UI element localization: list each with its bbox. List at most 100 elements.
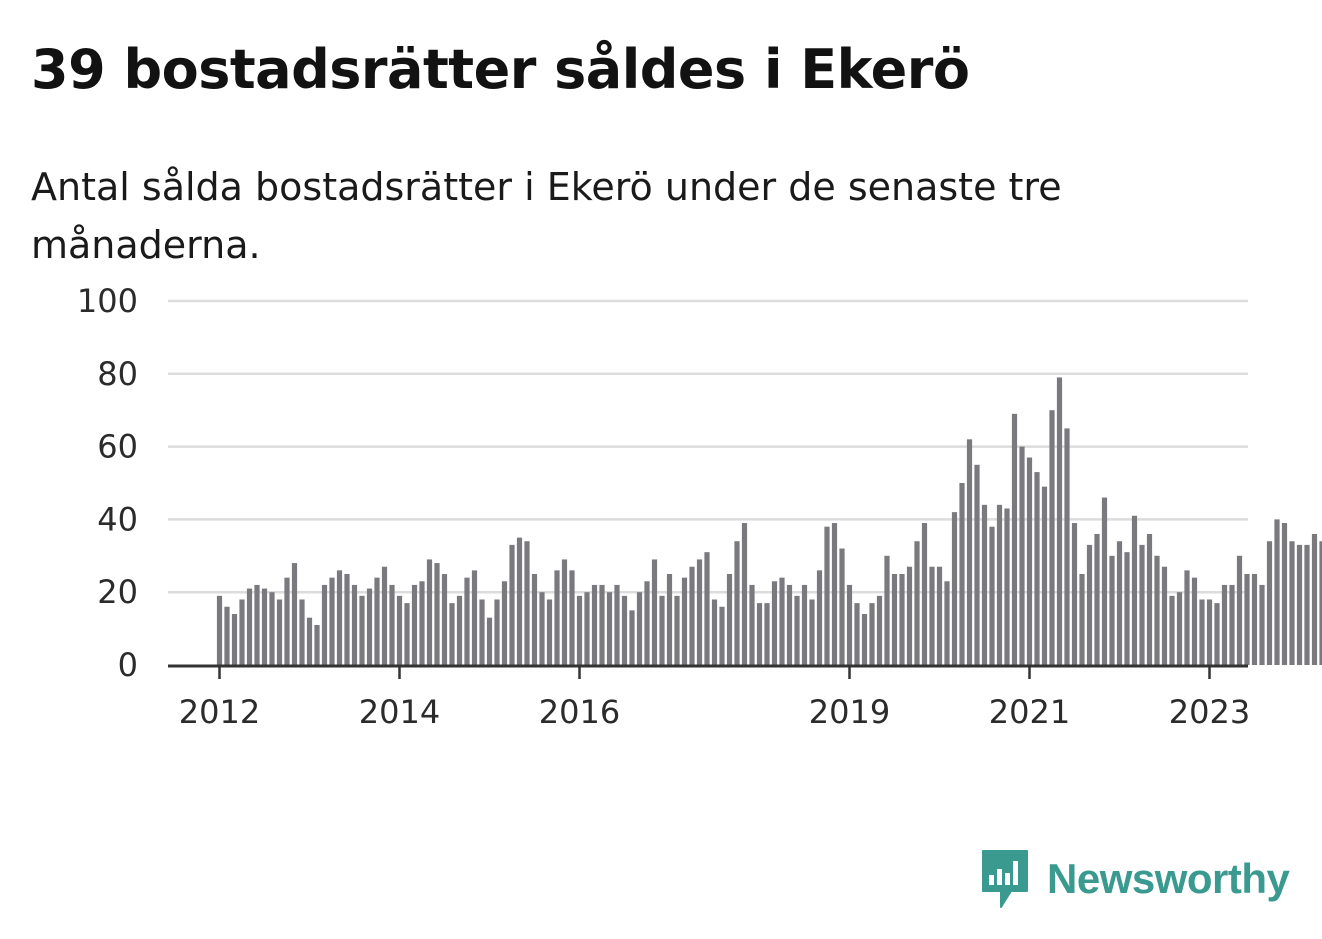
bar (1079, 574, 1085, 665)
bar (839, 548, 845, 665)
bar (741, 523, 748, 665)
x-tick-label: 2019 (809, 693, 890, 731)
y-tick-label: 20 (97, 573, 138, 611)
bar (1199, 599, 1205, 665)
bar (1274, 519, 1280, 665)
bar (1259, 584, 1265, 665)
bar (419, 581, 425, 665)
bar (696, 559, 703, 665)
bar (1064, 428, 1070, 665)
bar (366, 588, 373, 665)
bar (996, 504, 1003, 665)
bar (599, 584, 605, 665)
bar (876, 595, 883, 665)
bar (1146, 533, 1153, 665)
bar (1214, 603, 1220, 665)
bar (644, 581, 650, 665)
x-tick-label: 2016 (539, 693, 620, 731)
bar (1131, 515, 1138, 665)
bar (614, 584, 620, 665)
bar (1304, 544, 1310, 665)
bar (929, 566, 935, 665)
bar (1289, 541, 1295, 665)
bar (1281, 523, 1288, 665)
bar (816, 570, 823, 665)
bar (569, 570, 575, 665)
y-tick-label: 80 (97, 355, 138, 393)
bar (636, 592, 643, 665)
bar (509, 544, 515, 665)
bar (659, 595, 665, 665)
bar (456, 595, 463, 665)
bar (441, 574, 448, 665)
bar (974, 464, 980, 665)
bar (449, 603, 455, 665)
bar (284, 577, 290, 665)
bar (914, 541, 920, 665)
bar (1019, 446, 1025, 665)
x-tick-label: 2023 (1169, 693, 1250, 731)
bar (1161, 566, 1168, 665)
bar (516, 537, 523, 665)
bar (666, 574, 673, 665)
bar (869, 603, 875, 665)
bar (809, 599, 815, 665)
bar (891, 574, 898, 665)
bar (899, 574, 905, 665)
bar (629, 610, 635, 665)
bar (831, 523, 838, 665)
bar (1071, 523, 1078, 665)
bar (936, 566, 943, 665)
chart-subtitle: Antal sålda bostadsrätter i Ekerö under … (31, 165, 1062, 267)
bar (719, 606, 725, 665)
bar (951, 512, 958, 665)
bar (336, 570, 343, 665)
bar (1109, 555, 1115, 665)
bar (1176, 592, 1183, 665)
bar (524, 541, 530, 665)
bar (584, 592, 590, 665)
bar (621, 595, 628, 665)
bar (1221, 584, 1228, 665)
y-tick-label: 60 (97, 428, 138, 466)
bar (411, 584, 418, 665)
x-tick-label: 2012 (179, 693, 260, 731)
y-tick-label: 0 (118, 646, 138, 684)
bar (771, 581, 778, 665)
bar (374, 577, 380, 665)
bar (344, 574, 350, 665)
bar (261, 588, 268, 665)
y-tick-label: 40 (97, 500, 138, 538)
bar (471, 570, 478, 665)
newsworthy-chart-bubble-icon (982, 850, 1028, 908)
bar (921, 523, 928, 665)
bar (306, 617, 313, 665)
bar (756, 603, 763, 665)
bar (861, 614, 868, 665)
bar (884, 555, 890, 665)
bar (734, 541, 740, 665)
bar (576, 595, 583, 665)
bar (1124, 552, 1130, 665)
bar (269, 592, 275, 665)
bar (254, 584, 260, 665)
bar (801, 584, 808, 665)
bar (674, 595, 680, 665)
bar (846, 584, 853, 665)
x-tick-label: 2014 (359, 693, 440, 731)
y-axis-tick-labels: 0 20 40 60 80 100 (77, 282, 138, 684)
bar (276, 599, 283, 665)
newsworthy-wordmark: Newsworthy (1047, 855, 1290, 902)
bar (854, 603, 860, 665)
bar (591, 584, 598, 665)
bar (531, 574, 538, 665)
bar (561, 559, 568, 665)
bar (1026, 457, 1033, 665)
bar (1011, 413, 1018, 665)
bar (396, 595, 403, 665)
bar (1296, 544, 1303, 665)
bar (1086, 544, 1093, 665)
bar (224, 606, 230, 665)
bar (824, 526, 830, 665)
bar (329, 577, 335, 665)
